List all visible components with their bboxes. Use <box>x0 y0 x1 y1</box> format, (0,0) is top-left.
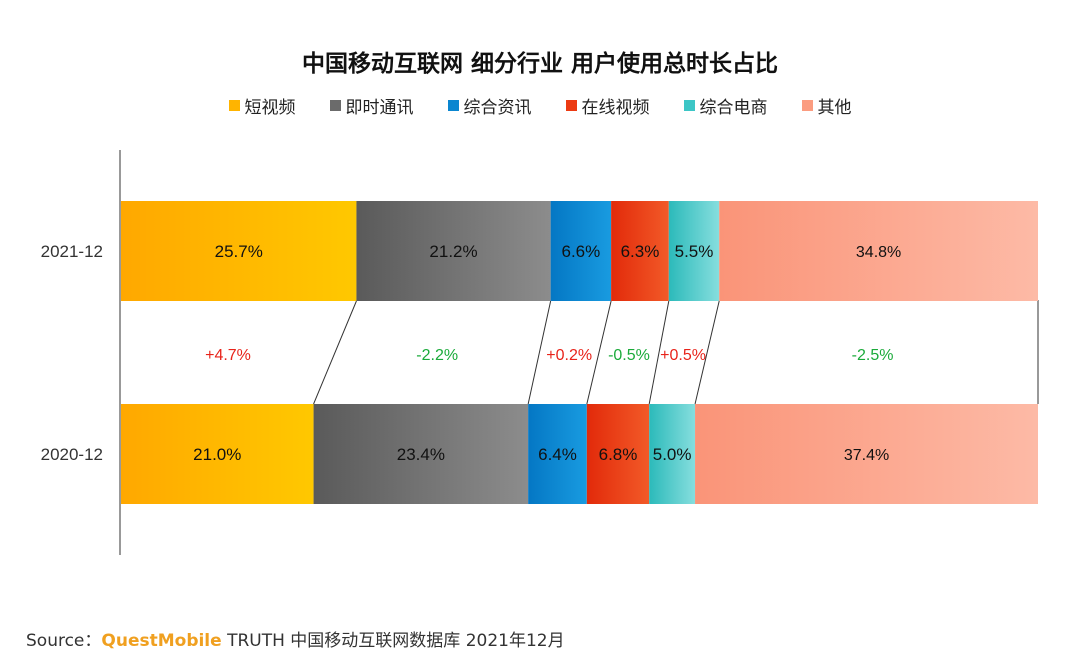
legend-swatch <box>801 100 813 111</box>
category-label: 2020-12 <box>41 445 103 464</box>
connector-line <box>648 300 670 405</box>
data-label: 21.0% <box>193 445 241 464</box>
legend-label: 综合电商 <box>699 98 768 118</box>
data-label: 23.4% <box>397 445 445 464</box>
data-label: 5.5% <box>675 242 714 261</box>
chart-legend: 短视频 即时通讯 综合资讯 在线视频 综合电商 其他 <box>0 93 1080 118</box>
category-label: 2021-12 <box>41 242 103 261</box>
data-label: 37.4% <box>844 447 889 464</box>
legend-swatch <box>228 100 240 111</box>
legend-label: 在线视频 <box>581 98 650 118</box>
legend-label: 其他 <box>817 98 852 118</box>
connector-line <box>313 300 357 405</box>
bar-segment <box>719 201 1038 301</box>
bar-segment <box>121 404 314 504</box>
stacked-bar-chart: 2021-12 25.7% 21.2% 6.6% 6.3% 5.5% 34.8% 2020-1… <box>41 150 1039 555</box>
bar-segment <box>649 404 696 504</box>
connector-line <box>586 300 612 405</box>
data-label: 6.8% <box>599 445 638 464</box>
legend-label: 短视频 <box>244 98 296 118</box>
legend-swatch <box>565 100 577 111</box>
legend-item-online-video: 在线视频 <box>565 93 650 118</box>
source-prefix: Source： <box>26 631 102 651</box>
bar-segment <box>121 201 357 301</box>
legend-label: 即时通讯 <box>345 98 414 118</box>
legend-item-ecommerce: 综合电商 <box>683 93 768 118</box>
data-label: 21.2% <box>429 242 477 261</box>
data-label: 6.4% <box>538 445 577 464</box>
change-label: -0.5% <box>608 347 650 364</box>
bar-segment <box>611 201 669 301</box>
source-note: Source：QuestMobile TRUTH 中国移动互联网数据库 2021… <box>26 626 565 651</box>
connector-line <box>694 300 720 405</box>
data-label: 34.8% <box>856 244 901 261</box>
data-label: 6.6% <box>561 242 600 261</box>
data-label: 25.7% <box>215 242 263 261</box>
bar-segment <box>313 404 529 504</box>
legend-swatch <box>329 100 341 111</box>
bar-segment <box>356 201 551 301</box>
source-text: TRUTH 中国移动互联网数据库 2021年12月 <box>221 631 565 651</box>
bar-segment <box>668 201 720 301</box>
change-label: -2.5% <box>852 347 894 364</box>
chart-title: 中国移动互联网 细分行业 用户使用总时长占比 <box>301 51 778 77</box>
source-brand: QuestMobile <box>101 631 222 651</box>
legend-item-news: 综合资讯 <box>447 93 532 118</box>
legend-swatch <box>447 100 459 111</box>
legend-item-short-video: 短视频 <box>228 93 296 118</box>
change-label: +0.2% <box>546 347 592 364</box>
connector-line <box>527 300 552 405</box>
change-label: +0.5% <box>660 347 706 364</box>
bar-segment <box>528 404 587 504</box>
bar-segment <box>695 404 1038 504</box>
change-label: -2.2% <box>416 347 458 364</box>
legend-item-im: 即时通讯 <box>329 93 414 118</box>
legend-label: 综合资讯 <box>463 98 532 118</box>
data-label: 5.0% <box>653 445 692 464</box>
data-label: 6.3% <box>621 242 660 261</box>
change-label: +4.7% <box>205 347 251 364</box>
bar-segment <box>586 404 650 504</box>
bar-segment <box>550 201 612 301</box>
legend-item-other: 其他 <box>801 93 852 118</box>
legend-swatch <box>683 100 695 111</box>
